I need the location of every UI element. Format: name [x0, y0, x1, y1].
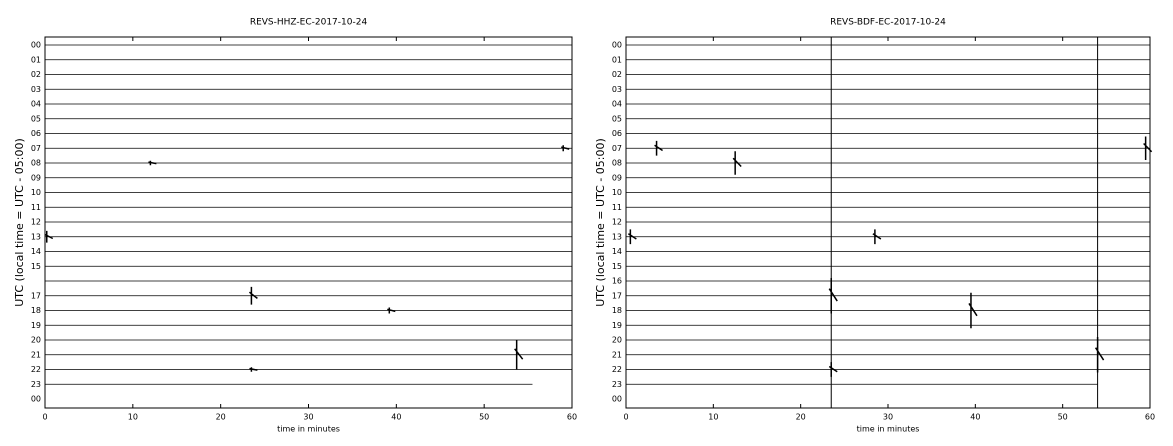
y-tick-label: 18: [31, 306, 41, 315]
y-tick-label: 11: [612, 203, 622, 212]
x-tick-label: 20: [216, 413, 226, 422]
event: [561, 145, 570, 152]
y-tick-label: 17: [612, 291, 622, 300]
chart-title: REVS-HHZ-EC-2017-10-24: [250, 18, 368, 28]
y-tick-label: 07: [612, 144, 622, 153]
x-tick-label: 10: [128, 413, 138, 422]
event: [387, 307, 396, 314]
event: [514, 340, 524, 370]
x-tick-label: 30: [303, 413, 313, 422]
y-tick-label: 12: [31, 218, 41, 227]
y-tick-label: 04: [612, 100, 622, 109]
event: [627, 229, 637, 245]
y-tick-label: 10: [31, 188, 41, 197]
y-tick-label: 03: [612, 85, 622, 94]
y-axis-label: UTC (local time = UTC - 05:00): [13, 138, 26, 307]
x-tick-label: 0: [623, 413, 628, 422]
event: [44, 230, 54, 243]
y-tick-label: 08: [31, 159, 41, 168]
y-tick-label: 16: [612, 277, 622, 286]
chart-title: REVS-BDF-EC-2017-10-24: [830, 18, 946, 28]
x-axis-label: time in minutes: [277, 425, 340, 434]
y-tick-label: 00: [612, 41, 622, 50]
y-tick-label: 19: [612, 321, 622, 330]
y-tick-label: 14: [31, 247, 41, 256]
y-tick-label: 11: [31, 203, 41, 212]
y-tick-label: 08: [612, 159, 622, 168]
y-tick-label: 22: [31, 365, 41, 374]
x-tick-label: 10: [708, 413, 718, 422]
y-tick-label: 17: [31, 291, 41, 300]
x-tick-label: 40: [970, 413, 980, 422]
y-tick-label: 22: [612, 365, 622, 374]
y-tick-label: 03: [31, 85, 41, 94]
event: [968, 292, 978, 329]
y-tick-label: 13: [31, 232, 41, 241]
y-tick-label: 18: [612, 306, 622, 315]
y-axis-label: UTC (local time = UTC - 05:00): [594, 138, 607, 307]
y-tick-label: 19: [31, 321, 41, 330]
x-tick-label: 30: [883, 413, 893, 422]
y-tick-label: 23: [612, 380, 622, 389]
y-tick-label: 23: [31, 380, 41, 389]
y-tick-label: 20: [31, 336, 41, 345]
event: [249, 367, 258, 372]
y-tick-label: 10: [612, 188, 622, 197]
y-tick-label: 05: [612, 114, 622, 123]
y-tick-label: 07: [31, 144, 41, 153]
y-tick-label: 00: [31, 395, 41, 404]
y-tick-label: 12: [612, 218, 622, 227]
y-tick-label: 02: [31, 70, 41, 79]
y-tick-label: 21: [612, 350, 622, 359]
y-tick-label: 01: [612, 55, 622, 64]
event: [872, 229, 882, 245]
event: [732, 151, 742, 175]
x-tick-label: 50: [1058, 413, 1068, 422]
x-tick-label: 40: [391, 413, 401, 422]
y-tick-label: 04: [31, 100, 41, 109]
event: [248, 286, 258, 305]
y-tick-label: 20: [612, 336, 622, 345]
y-tick-label: 05: [31, 114, 41, 123]
x-tick-label: 60: [567, 413, 577, 422]
x-tick-label: 50: [479, 413, 489, 422]
y-tick-label: 15: [31, 262, 41, 271]
y-tick-label: 02: [612, 70, 622, 79]
y-tick-label: 06: [612, 129, 622, 138]
x-tick-label: 20: [796, 413, 806, 422]
chart: REVS-BDF-EC-2017-10-24 time in minutes UTC…: [594, 18, 1155, 434]
x-tick-label: 0: [42, 413, 47, 422]
y-tick-label: 00: [31, 41, 41, 50]
y-tick-label: 21: [31, 350, 41, 359]
x-tick-label: 60: [1145, 413, 1155, 422]
plot-frame: [44, 36, 573, 409]
y-tick-label: 15: [612, 262, 622, 271]
y-tick-label: 09: [31, 173, 41, 182]
y-tick-label: 13: [612, 232, 622, 241]
plot-frame: [625, 36, 1151, 409]
y-tick-label: 06: [31, 129, 41, 138]
chart: REVS-HHZ-EC-2017-10-24 time in minutes UTC…: [13, 18, 577, 434]
y-tick-label: 00: [612, 395, 622, 404]
y-tick-label: 09: [612, 173, 622, 182]
event: [654, 140, 663, 156]
event: [148, 160, 157, 166]
y-tick-label: 14: [612, 247, 622, 256]
x-axis-label: time in minutes: [857, 425, 920, 434]
y-tick-label: 01: [31, 55, 41, 64]
